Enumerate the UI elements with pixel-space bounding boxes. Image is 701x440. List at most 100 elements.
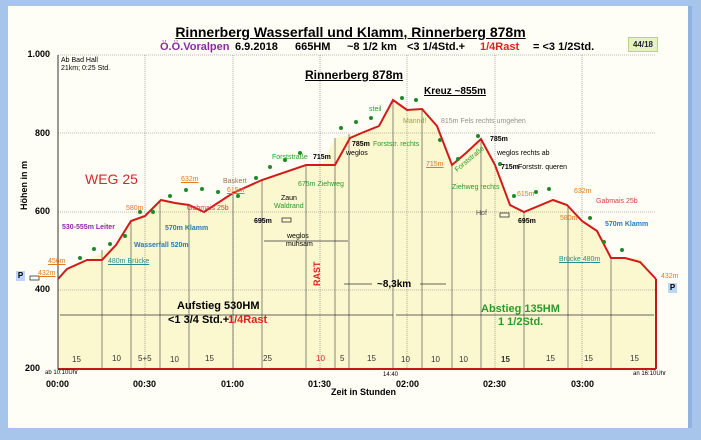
parking-start: P xyxy=(16,271,25,281)
profile-fill xyxy=(58,100,656,369)
tree-icons xyxy=(78,96,624,260)
y-tick-600: 600 xyxy=(34,206,50,216)
cross-label: Kreuz ~855m xyxy=(424,86,486,97)
segment-10: 10 xyxy=(401,355,410,364)
segment-3: 5+5 xyxy=(138,354,152,363)
label-632m-b: 632m xyxy=(574,188,592,195)
summit-time: 14:40 xyxy=(383,372,399,378)
segment-dividers xyxy=(101,100,612,369)
label-715m-a: 715m xyxy=(313,154,331,161)
label-weglos-rechts: weglos rechts ab xyxy=(497,150,550,157)
label-baskert: Baskert xyxy=(223,178,247,185)
x-tick-0200: 02:00 xyxy=(396,379,420,389)
segment-9: 15 xyxy=(367,354,376,363)
arrows xyxy=(60,240,654,316)
distance: ~8 1/2 km xyxy=(347,41,397,53)
segment-12: 10 xyxy=(459,355,468,364)
label-klamm-570m: 570m Klamm xyxy=(165,225,209,232)
grid-horizontal xyxy=(58,54,656,291)
label-bruecke-480m: 480m Brücke xyxy=(108,258,150,265)
y-tick-800: 800 xyxy=(34,128,50,138)
x-tick-0100: 01:00 xyxy=(221,379,245,389)
segment-2: 10 xyxy=(112,354,121,363)
label-695m-b: 695m xyxy=(518,218,536,225)
label-632m-a: 632m xyxy=(181,176,199,183)
y-tick-200: 200 xyxy=(24,363,40,373)
rest-label: RAST xyxy=(312,261,322,287)
elevation-profile-line xyxy=(57,98,657,280)
segment-11: 10 xyxy=(431,355,440,364)
label-580m-a: 580m xyxy=(126,205,144,212)
ascent-rest: 1/4Rast xyxy=(228,314,268,326)
origin: Ab Bad Hall xyxy=(61,57,98,64)
label-bruecke-480m-b: Brücke 480m xyxy=(559,256,601,263)
label-456m: 456m xyxy=(48,258,66,265)
tour-number-badge: 44/18 xyxy=(628,37,658,52)
x-tick-0030: 00:30 xyxy=(133,379,157,389)
date: 6.9.2018 xyxy=(235,41,278,53)
label-mandl: Mannd! xyxy=(403,118,427,125)
label-785m-a: 785m xyxy=(352,141,370,148)
route-label: WEG 25 xyxy=(85,171,138,187)
segment-5: 15 xyxy=(205,354,214,363)
origin-distance: 21km; 0:25 Std. xyxy=(61,65,111,72)
label-715m-c: 715m xyxy=(501,164,519,171)
label-hof: Hof xyxy=(476,210,487,217)
label-gabmais-b: Gabmais 25b xyxy=(596,198,638,205)
segment-15: 15 xyxy=(584,354,593,363)
time-rest: 1/4Rast xyxy=(480,41,520,53)
label-fels: 815m Fels rechts umgehen xyxy=(441,118,526,125)
time-total: = <3 1/2Std. xyxy=(533,41,595,53)
label-waldrand: Waldrand xyxy=(274,203,304,210)
grid-vertical xyxy=(144,55,583,369)
summit-label: Rinnerberg 878m xyxy=(305,68,404,82)
label-leiter: 530-555m Leiter xyxy=(62,224,115,231)
label-ziehweg-rechts: Ziehweg rechts xyxy=(452,184,500,191)
label-gabmais-a: Gabmais 25b xyxy=(187,205,229,212)
label-580m-b: 580m xyxy=(560,215,578,222)
label-432m-start: 432m xyxy=(38,270,56,277)
x-tick-0130: 01:30 xyxy=(308,379,332,389)
label-forststr-queren: Forststr. queren xyxy=(518,164,568,171)
elevation-gain: 665HM xyxy=(295,41,331,53)
segment-1: 15 xyxy=(72,355,81,364)
ascent-time: <1 3/4 Std.+ xyxy=(168,314,230,326)
time-walk: <3 1/4Std.+ xyxy=(407,41,466,53)
distance-total: ~8,3km xyxy=(377,279,412,290)
descent-label: Abstieg 135HM xyxy=(481,303,560,315)
x-tick-0300: 03:00 xyxy=(571,379,595,389)
label-steil: steil xyxy=(369,106,382,113)
chart-title: Rinnerberg Wasserfall und Klamm, Rinnerb… xyxy=(175,24,526,40)
segment-7-rest: 10 xyxy=(316,354,325,363)
x-tick-0230: 02:30 xyxy=(483,379,507,389)
label-785m-b: 785m xyxy=(490,136,508,143)
label-695m-a: 695m xyxy=(254,218,272,225)
start-time: ab 10:10Uhr xyxy=(45,370,79,376)
segment-16: 15 xyxy=(630,354,639,363)
label-615m-b: 615m xyxy=(517,191,535,198)
x-tick-0000: 00:00 xyxy=(46,379,70,389)
label-wasserfall: Wasserfall 520m xyxy=(134,242,189,249)
segment-8: 5 xyxy=(340,354,345,363)
ascent-label: Aufstieg 530HM xyxy=(177,300,260,312)
end-time: an 16:10Uhr xyxy=(633,371,667,377)
segment-13: 15 xyxy=(501,355,510,364)
segment-6: 25 xyxy=(263,354,272,363)
label-615m-a: 615m xyxy=(227,187,245,194)
segment-14: 15 xyxy=(546,354,555,363)
parking-end: P xyxy=(668,283,677,293)
label-715m-b: 715m xyxy=(426,161,444,168)
segment-4: 10 xyxy=(170,355,179,364)
x-axis-label: Zeit in Stunden xyxy=(331,387,396,397)
label-ziehweg: 675m Ziehweg xyxy=(298,181,344,188)
bench-icons xyxy=(29,212,510,281)
region: Ö.Ö.Voralpen xyxy=(160,41,230,53)
descent-time: 1 1/2Std. xyxy=(498,316,544,328)
y-axis-label: Höhen in m xyxy=(19,161,29,210)
label-zaun: Zaun xyxy=(281,195,297,202)
label-muehsam: muhsam xyxy=(286,241,313,248)
label-klamm-570m-b: 570m Klamm xyxy=(605,221,649,228)
label-forststrasse-a: Forststraße xyxy=(272,154,308,161)
label-432m-end: 432m xyxy=(661,273,679,280)
